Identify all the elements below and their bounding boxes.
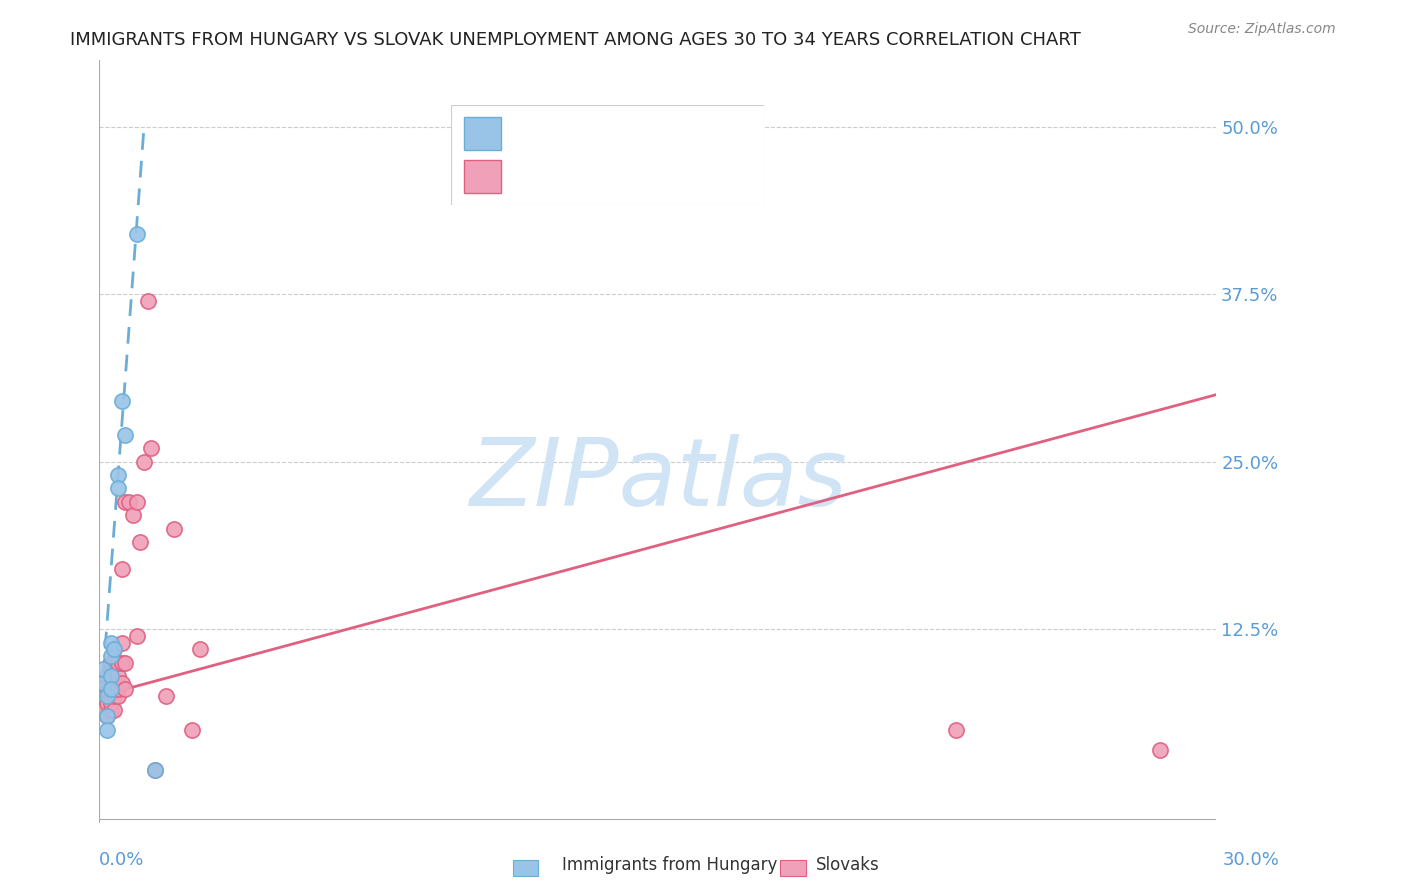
Point bbox=[111, 675, 134, 690]
Text: Slovaks: Slovaks bbox=[815, 855, 879, 873]
Point bbox=[100, 696, 122, 710]
Point bbox=[91, 675, 114, 690]
Point bbox=[143, 763, 166, 777]
Point bbox=[100, 682, 122, 697]
Point bbox=[91, 682, 114, 697]
Point bbox=[114, 682, 136, 697]
Point bbox=[114, 427, 136, 442]
Point bbox=[188, 642, 211, 657]
Point bbox=[111, 635, 134, 649]
Point bbox=[129, 535, 152, 549]
Point bbox=[155, 689, 177, 703]
Point bbox=[100, 656, 122, 670]
Point bbox=[125, 227, 148, 241]
Point bbox=[111, 562, 134, 576]
Point bbox=[96, 709, 118, 723]
Point bbox=[945, 723, 967, 737]
Point bbox=[103, 642, 125, 657]
Point bbox=[141, 442, 163, 456]
Point bbox=[107, 682, 129, 697]
Point bbox=[100, 635, 122, 649]
Point bbox=[143, 763, 166, 777]
Point bbox=[107, 689, 129, 703]
Point bbox=[136, 293, 159, 308]
Point bbox=[114, 656, 136, 670]
Point bbox=[96, 682, 118, 697]
Point bbox=[91, 702, 114, 716]
Point bbox=[118, 495, 141, 509]
Point bbox=[114, 495, 136, 509]
Point bbox=[96, 723, 118, 737]
Point bbox=[107, 669, 129, 683]
Point bbox=[103, 642, 125, 657]
Point bbox=[96, 669, 118, 683]
Point bbox=[132, 455, 155, 469]
Point bbox=[91, 662, 114, 676]
Text: Immigrants from Hungary: Immigrants from Hungary bbox=[562, 855, 778, 873]
Point bbox=[107, 656, 129, 670]
Point bbox=[103, 689, 125, 703]
Point bbox=[103, 702, 125, 716]
Text: IMMIGRANTS FROM HUNGARY VS SLOVAK UNEMPLOYMENT AMONG AGES 30 TO 34 YEARS CORRELA: IMMIGRANTS FROM HUNGARY VS SLOVAK UNEMPL… bbox=[70, 31, 1081, 49]
Point bbox=[107, 482, 129, 496]
Point bbox=[100, 648, 122, 663]
Point bbox=[163, 522, 186, 536]
Point bbox=[122, 508, 145, 523]
Point bbox=[96, 709, 118, 723]
Point bbox=[111, 394, 134, 409]
Text: Source: ZipAtlas.com: Source: ZipAtlas.com bbox=[1188, 22, 1336, 37]
Point bbox=[103, 682, 125, 697]
Point bbox=[96, 675, 118, 690]
Point bbox=[100, 702, 122, 716]
Point bbox=[91, 696, 114, 710]
Point bbox=[96, 696, 118, 710]
Point bbox=[100, 669, 122, 683]
Point bbox=[181, 723, 204, 737]
Text: 30.0%: 30.0% bbox=[1223, 851, 1279, 869]
Point bbox=[1149, 743, 1171, 757]
Point bbox=[125, 495, 148, 509]
Text: 0.0%: 0.0% bbox=[98, 851, 143, 869]
Point bbox=[125, 629, 148, 643]
Point bbox=[100, 682, 122, 697]
Point bbox=[103, 656, 125, 670]
Point bbox=[107, 468, 129, 483]
Point bbox=[96, 689, 118, 703]
Text: ZIPatlas: ZIPatlas bbox=[468, 434, 846, 525]
Point bbox=[111, 656, 134, 670]
Point bbox=[91, 689, 114, 703]
